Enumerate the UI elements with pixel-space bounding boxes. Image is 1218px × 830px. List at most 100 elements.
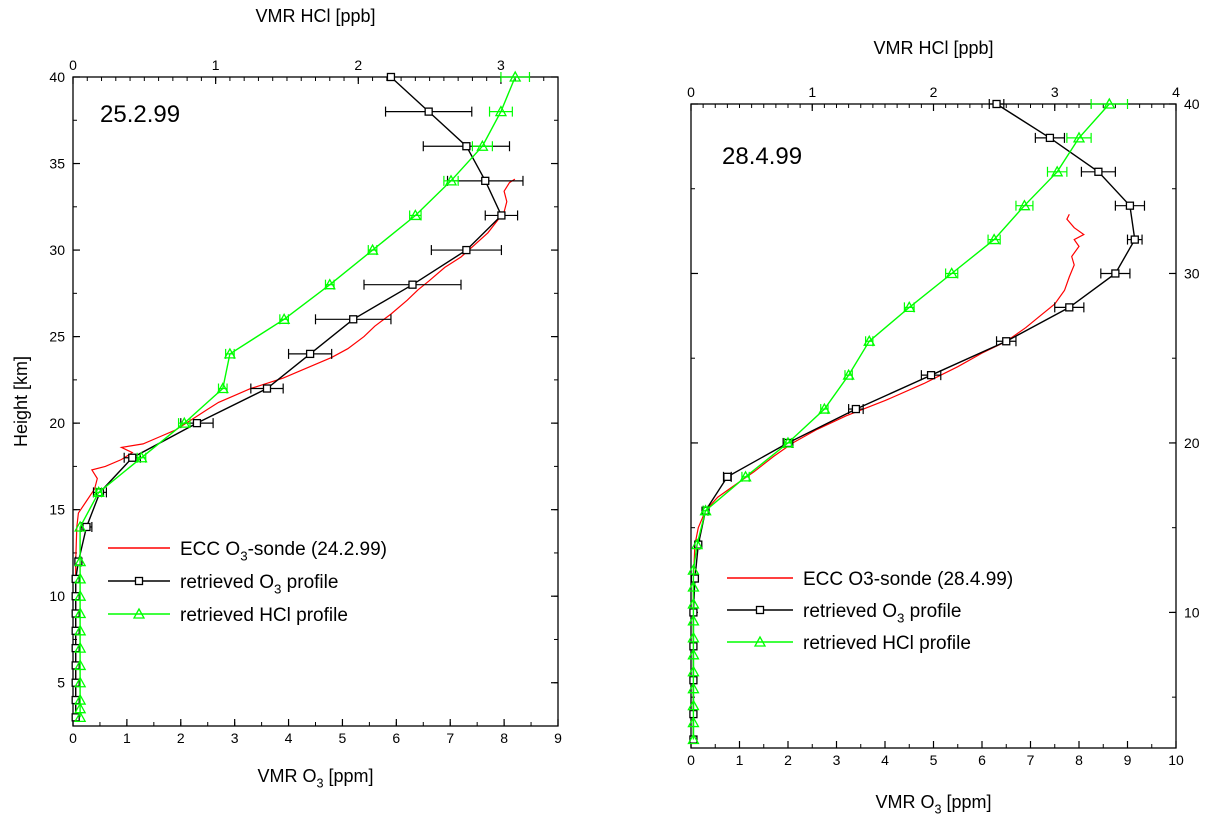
data-point-triangle [444, 174, 458, 186]
data-point-triangle [1103, 97, 1116, 109]
data-point-triangle [687, 563, 700, 575]
series-sonde [692, 213, 1085, 740]
x-bottom-tick-label: 6 [978, 752, 986, 768]
x-bottom-tick-label: 7 [446, 730, 454, 746]
legend-marker-square [755, 605, 765, 615]
data-point-triangle [1018, 199, 1031, 211]
x-top-tick-label: 4 [1172, 84, 1180, 100]
x-bottom-tick-label: 8 [1075, 752, 1083, 768]
x-bottom-tick-label: 1 [123, 730, 131, 746]
data-point-square [305, 349, 315, 359]
series-line-sonde [75, 178, 516, 718]
x-bottom-tick-label: 10 [1168, 752, 1184, 768]
data-point-square [1002, 337, 1011, 346]
legend-marker-triangle [753, 635, 767, 647]
data-point-square [408, 280, 417, 289]
data-point-triangle [690, 538, 704, 550]
data-point-triangle [945, 267, 958, 279]
chart-panel-2: 0 1 2 3 4 5 6 7 8 9 10 0 1 2 3 4 10 20 30 40 VMR HCl [ppb] VM… [687, 38, 1200, 816]
x-bottom-tick-label: 1 [736, 752, 744, 768]
data-point-square [851, 404, 861, 414]
x-bottom-tick-label: 3 [231, 730, 239, 746]
data-point-triangle [223, 347, 237, 359]
y-tick-label: 40 [1184, 96, 1200, 112]
data-point-triangle [863, 334, 876, 346]
data-point-square [424, 107, 433, 116]
y-tick-label: 5 [57, 675, 65, 691]
panel-date-label: 28.4.99 [722, 143, 802, 170]
data-point-triangle [699, 504, 712, 516]
series-hcl [74, 70, 531, 722]
x-bottom-tick-label: 5 [930, 752, 938, 768]
x-top-tick-label: 3 [1051, 84, 1059, 100]
legend: ECC O3-sonde (24.2.99) retrieved O3 profi… [108, 539, 387, 626]
x-bottom-tick-label: 4 [881, 752, 889, 768]
legend-marker-square [134, 576, 144, 586]
data-point-square [1111, 269, 1120, 278]
data-point-square [349, 315, 358, 324]
data-point-square [1125, 201, 1135, 210]
data-point-triangle [781, 436, 795, 448]
data-point-triangle [687, 648, 700, 660]
x-top-tick-label: 3 [497, 57, 505, 73]
data-point-triangle [74, 520, 87, 532]
series-sonde [75, 178, 516, 718]
data-point-triangle [92, 486, 105, 498]
data-point-triangle [494, 105, 508, 117]
x-bottom-tick-label: 2 [177, 730, 185, 746]
data-point-square [462, 142, 471, 151]
x-bottom-tick-label: 0 [69, 730, 77, 746]
data-point-triangle [74, 555, 87, 567]
data-point-square [1045, 133, 1055, 143]
data-point-square [497, 211, 506, 220]
data-point-triangle [687, 580, 700, 592]
x-bottom-tick-label: 2 [784, 752, 792, 768]
data-point-triangle [687, 597, 700, 609]
data-point-triangle [1051, 165, 1064, 177]
data-point-triangle [74, 589, 87, 601]
data-point-square [1065, 303, 1074, 312]
x-bottom-axis-label: VMR O3 [ppm] [257, 766, 373, 790]
series-hcl [687, 97, 1129, 745]
data-point-triangle [903, 301, 916, 313]
data-point-triangle [818, 402, 831, 414]
y-tick-label: 30 [49, 242, 65, 258]
x-top-tick-label: 1 [808, 84, 816, 100]
x-bottom-tick-label: 9 [554, 730, 562, 746]
data-point-triangle [74, 659, 87, 671]
data-point-triangle [366, 243, 379, 255]
data-point-square [262, 384, 272, 393]
legend-label-sonde: ECC O3-sonde (24.2.99) [180, 539, 387, 564]
data-point-triangle [74, 693, 87, 705]
data-point-triangle [278, 312, 291, 324]
x-top-tick-label: 2 [930, 84, 938, 100]
y-tick-label: 35 [49, 156, 65, 172]
data-point-square [1130, 235, 1139, 244]
x-bottom-tick-label: 7 [1027, 752, 1035, 768]
y-tick-label: 25 [49, 329, 65, 345]
legend-label-sonde: ECC O3-sonde (28.4.99) [803, 569, 1013, 590]
legend-label-hcl: retrieved HCl profile [180, 605, 348, 626]
data-point-triangle [476, 139, 489, 151]
x-top-axis-label: VMR HCl [ppb] [873, 38, 993, 58]
data-point-square [481, 176, 490, 185]
data-point-square [386, 72, 396, 82]
data-point-triangle [74, 641, 87, 653]
y-axis-label: Height [km] [11, 356, 31, 447]
data-point-triangle [216, 382, 229, 394]
y-tick-label: 15 [49, 502, 65, 518]
panel-date-label: 25.2.99 [100, 101, 180, 128]
x-top-tick-label: 2 [354, 57, 362, 73]
data-point-triangle [1072, 131, 1086, 143]
data-point-triangle [74, 711, 87, 722]
x-bottom-tick-label: 0 [687, 752, 695, 768]
data-point-square [690, 574, 700, 583]
series-line-sonde [692, 213, 1085, 740]
x-bottom-tick-label: 3 [833, 752, 841, 768]
x-top-tick-label: 0 [687, 84, 695, 100]
data-point-triangle [687, 699, 700, 711]
data-point-triangle [988, 233, 1001, 245]
data-point-triangle [509, 70, 522, 82]
y-tick-label: 20 [1184, 435, 1200, 451]
